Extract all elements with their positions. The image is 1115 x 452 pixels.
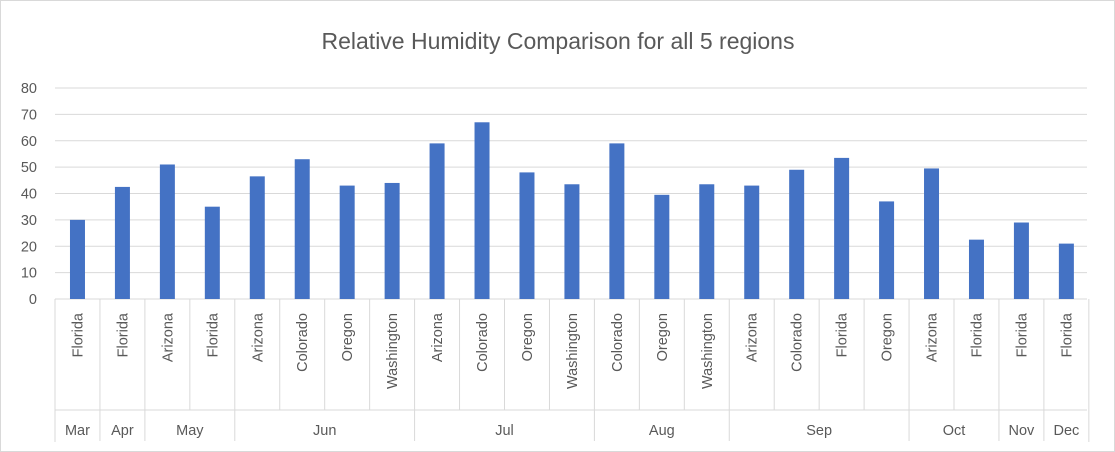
bar <box>968 239 984 299</box>
y-tick-label: 70 <box>21 107 37 123</box>
bar <box>249 176 265 299</box>
category-label: Florida <box>835 312 851 357</box>
bar <box>204 206 220 299</box>
category-label: Colorado <box>475 313 491 372</box>
y-tick-label: 20 <box>21 239 37 255</box>
month-group-label: May <box>176 423 204 439</box>
category-label: Arizona <box>430 312 446 362</box>
y-tick-label: 0 <box>29 292 37 308</box>
category-label: Florida <box>205 312 221 357</box>
category-label: Washington <box>565 313 581 389</box>
bar <box>1058 243 1074 299</box>
category-label: Washington <box>700 313 716 389</box>
category-label: Florida <box>969 312 985 357</box>
y-tick-label: 50 <box>21 160 37 176</box>
y-tick-label: 60 <box>21 134 37 150</box>
month-group-label: Oct <box>943 423 966 439</box>
category-label: Arizona <box>160 312 176 362</box>
bar <box>384 182 400 299</box>
y-tick-label: 10 <box>21 266 37 282</box>
bar <box>69 219 85 299</box>
category-label: Florida <box>1059 312 1075 357</box>
bar <box>609 143 625 299</box>
chart-title: Relative Humidity Comparison for all 5 r… <box>322 28 795 54</box>
category-label: Arizona <box>250 312 266 362</box>
month-group-label: Mar <box>65 423 90 439</box>
month-group-label: Jun <box>313 423 336 439</box>
bar <box>924 168 940 299</box>
bar <box>834 157 850 299</box>
bar <box>474 122 490 299</box>
y-axis-ticks: 0 10 20 30 40 50 60 70 80 <box>21 81 37 308</box>
bar <box>114 186 130 299</box>
month-group-label: Jul <box>495 423 514 439</box>
category-label: Oregon <box>520 313 536 361</box>
bar <box>879 201 895 299</box>
category-label: Florida <box>70 312 86 357</box>
category-label: Colorado <box>790 313 806 372</box>
bar <box>564 184 580 299</box>
category-label: Oregon <box>880 313 896 361</box>
category-label: Florida <box>1014 312 1030 357</box>
x-axis: Florida Mar Florida Apr Arizona Florida May Ari… <box>54 299 1090 442</box>
category-label: Colorado <box>610 313 626 372</box>
y-tick-label: 30 <box>21 213 37 229</box>
bar <box>699 184 715 299</box>
category-label: Oregon <box>655 313 671 361</box>
bar <box>654 194 670 299</box>
bar <box>789 169 805 299</box>
bar <box>429 143 445 299</box>
category-label: Oregon <box>340 313 356 361</box>
month-group-label: Sep <box>806 423 832 439</box>
month-group-label: Nov <box>1009 423 1036 439</box>
bar <box>294 159 310 299</box>
month-group-label: Aug <box>649 423 675 439</box>
category-label: Washington <box>385 313 401 389</box>
bar <box>339 185 355 299</box>
category-label: Florida <box>115 312 131 357</box>
month-group-label: Apr <box>111 423 134 439</box>
category-label: Arizona <box>745 312 761 362</box>
y-tick-label: 80 <box>21 81 37 97</box>
bar <box>159 164 175 299</box>
bar <box>519 172 535 299</box>
bar <box>1013 222 1029 299</box>
y-tick-label: 40 <box>21 187 37 203</box>
month-group-label: Dec <box>1053 423 1079 439</box>
bar <box>744 185 760 299</box>
category-label: Arizona <box>925 312 941 362</box>
category-label: Colorado <box>295 313 311 372</box>
bars <box>69 122 1074 299</box>
